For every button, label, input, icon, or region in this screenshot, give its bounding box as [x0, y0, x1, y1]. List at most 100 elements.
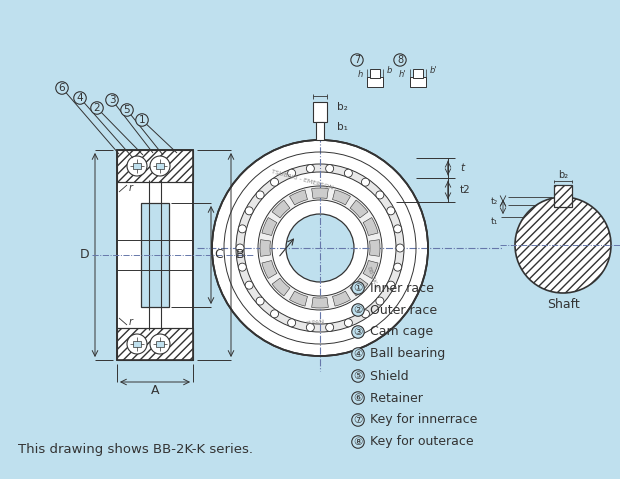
Bar — [156, 163, 164, 169]
Text: Retainer: Retainer — [366, 391, 423, 404]
Circle shape — [376, 191, 384, 199]
Text: 3: 3 — [108, 95, 115, 105]
Circle shape — [515, 197, 611, 293]
Text: 2: 2 — [94, 103, 100, 113]
Bar — [141, 203, 169, 307]
Circle shape — [256, 191, 264, 199]
Bar — [117, 328, 193, 360]
Text: 7: 7 — [354, 55, 360, 65]
Text: t₁: t₁ — [491, 217, 498, 226]
Circle shape — [272, 200, 368, 296]
Text: b₂: b₂ — [558, 170, 568, 180]
Circle shape — [286, 214, 354, 282]
Circle shape — [127, 334, 147, 354]
Circle shape — [344, 169, 352, 177]
Text: BB-2K-K: BB-2K-K — [365, 265, 379, 290]
Circle shape — [150, 334, 170, 354]
Text: JAPAN: JAPAN — [306, 319, 324, 326]
Text: 4: 4 — [77, 93, 83, 103]
Circle shape — [387, 281, 395, 289]
Text: Key for innerrace: Key for innerrace — [366, 413, 477, 426]
Text: ③: ③ — [353, 327, 363, 337]
Bar — [313, 102, 327, 122]
Circle shape — [127, 156, 147, 176]
Circle shape — [245, 207, 253, 215]
Wedge shape — [363, 261, 378, 278]
Circle shape — [288, 169, 296, 177]
Circle shape — [361, 178, 370, 186]
Text: b₁: b₁ — [337, 122, 348, 132]
Wedge shape — [363, 217, 378, 236]
Wedge shape — [312, 297, 329, 308]
Bar — [554, 185, 572, 207]
Circle shape — [150, 156, 170, 176]
Wedge shape — [332, 190, 350, 205]
Text: Outer race: Outer race — [366, 304, 437, 317]
Circle shape — [394, 263, 402, 271]
Circle shape — [236, 164, 404, 332]
Wedge shape — [290, 190, 308, 205]
Text: ⑥: ⑥ — [353, 393, 363, 403]
Text: t2: t2 — [460, 185, 471, 195]
Circle shape — [344, 319, 352, 327]
Bar — [410, 77, 426, 87]
Text: 1: 1 — [139, 115, 145, 125]
Bar — [316, 122, 324, 140]
Text: 8: 8 — [397, 55, 403, 65]
Text: h': h' — [399, 69, 406, 79]
Wedge shape — [312, 188, 329, 198]
Text: r: r — [129, 317, 133, 327]
Text: t: t — [460, 163, 464, 173]
Circle shape — [256, 297, 264, 305]
Text: b: b — [387, 66, 392, 75]
Circle shape — [306, 323, 314, 331]
Text: 5: 5 — [123, 105, 130, 115]
Circle shape — [270, 178, 278, 186]
Wedge shape — [370, 240, 380, 256]
Circle shape — [361, 310, 370, 318]
Circle shape — [270, 310, 278, 318]
Wedge shape — [272, 200, 290, 218]
Text: A: A — [151, 384, 159, 397]
Bar — [133, 341, 141, 347]
Circle shape — [238, 225, 246, 233]
Circle shape — [326, 165, 334, 172]
Wedge shape — [290, 291, 308, 306]
Text: h: h — [358, 69, 363, 79]
Bar — [117, 150, 193, 360]
Text: ⑦: ⑦ — [353, 415, 363, 425]
Text: Ball bearing: Ball bearing — [366, 347, 445, 361]
Circle shape — [212, 140, 428, 356]
Bar — [156, 341, 164, 347]
Text: TSUBAKI - EMERSON: TSUBAKI - EMERSON — [270, 169, 334, 191]
Text: This drawing shows BB-2K-K series.: This drawing shows BB-2K-K series. — [18, 444, 253, 456]
Wedge shape — [350, 278, 368, 296]
Bar — [370, 69, 380, 78]
Bar — [117, 150, 193, 360]
Text: Key for outerace: Key for outerace — [366, 435, 474, 448]
Circle shape — [238, 263, 246, 271]
Circle shape — [258, 186, 382, 310]
Text: t₂: t₂ — [491, 196, 498, 205]
Circle shape — [236, 244, 244, 252]
Bar — [133, 163, 141, 169]
Circle shape — [387, 207, 395, 215]
Text: ⑤: ⑤ — [353, 371, 363, 381]
Circle shape — [396, 244, 404, 252]
Text: Shaft: Shaft — [547, 298, 579, 311]
Text: ①: ① — [353, 283, 363, 293]
Text: b₂: b₂ — [337, 102, 348, 112]
Text: Inner race: Inner race — [366, 282, 434, 295]
Text: C: C — [214, 249, 223, 262]
Text: ④: ④ — [353, 349, 363, 359]
Text: D: D — [79, 249, 89, 262]
Wedge shape — [262, 217, 277, 236]
Text: Cam cage: Cam cage — [366, 326, 433, 339]
Circle shape — [394, 225, 402, 233]
Circle shape — [376, 297, 384, 305]
Bar — [117, 150, 193, 182]
Text: ⑧: ⑧ — [353, 437, 363, 447]
Circle shape — [244, 172, 396, 324]
Text: B: B — [236, 249, 245, 262]
Circle shape — [288, 319, 296, 327]
